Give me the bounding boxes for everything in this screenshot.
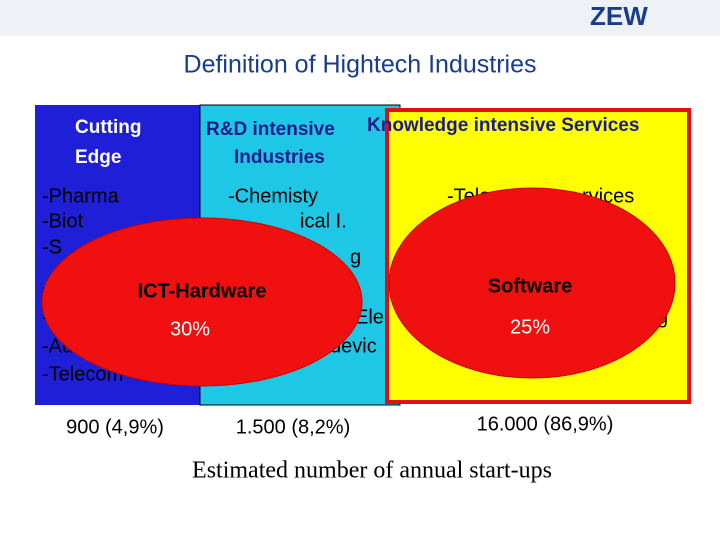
ellipse-label: ICT-Hardware bbox=[138, 280, 267, 302]
item: -Telecom bbox=[42, 363, 123, 385]
ellipse-share: 25% bbox=[510, 316, 550, 338]
ellipse-label: Software bbox=[488, 275, 572, 297]
box-header: R&D intensive bbox=[206, 119, 335, 140]
count: 900 (4,9%) bbox=[66, 416, 164, 438]
box-header: Industries bbox=[234, 147, 325, 168]
logo: ZEW bbox=[590, 1, 648, 31]
title: Definition of Hightech Industries bbox=[184, 51, 537, 79]
item: ical I. bbox=[300, 210, 347, 232]
count: 1.500 (8,2%) bbox=[236, 416, 351, 438]
count: 16.000 (86,9%) bbox=[477, 413, 614, 435]
software-ellipse bbox=[388, 187, 676, 379]
box-header: Knowledge intensive Services bbox=[367, 115, 639, 136]
ict-ellipse bbox=[41, 217, 363, 387]
item: -Pharma bbox=[42, 185, 120, 207]
header-band bbox=[0, 0, 720, 36]
item: -S bbox=[42, 236, 62, 258]
item: Ele bbox=[355, 306, 384, 328]
item: -Chemisty bbox=[228, 185, 318, 207]
box-header: Edge bbox=[75, 147, 121, 168]
footer: Estimated number of annual start-ups bbox=[192, 458, 552, 484]
box-header: Cutting bbox=[75, 117, 141, 138]
item: -Biot bbox=[42, 210, 84, 232]
ellipse-share: 30% bbox=[170, 318, 210, 340]
item: g bbox=[350, 246, 361, 268]
